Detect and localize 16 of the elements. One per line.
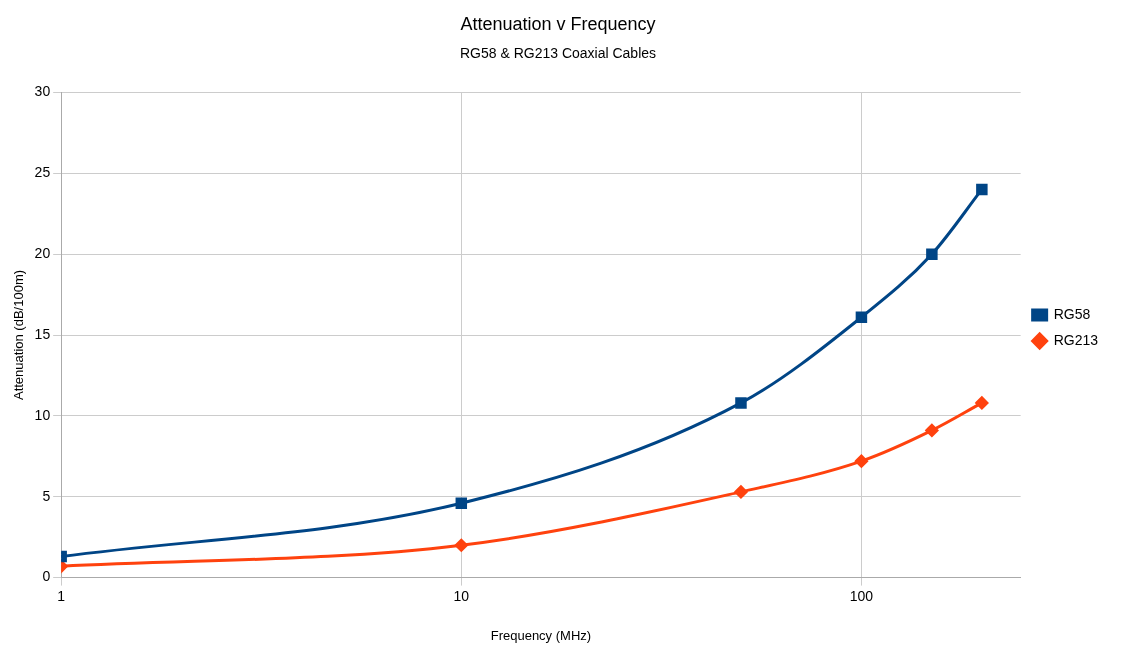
y-tick-label: 5 xyxy=(42,487,51,504)
x-tick-label: 100 xyxy=(849,587,874,604)
x-tick-label: 1 xyxy=(57,587,66,604)
y-tick-label: 15 xyxy=(34,325,51,342)
x-tick-label: 10 xyxy=(453,587,470,604)
y-tick-label: 30 xyxy=(34,83,51,100)
y-tick-label: 20 xyxy=(34,244,51,261)
x-axis-title: Frequency (MHz) xyxy=(490,627,592,643)
y-tick-label: 0 xyxy=(42,568,51,585)
y-tick-label: 25 xyxy=(34,164,51,181)
chart-title: Attenuation v Frequency xyxy=(460,13,656,34)
chart-subtitle: RG58 & RG213 Coaxial Cables xyxy=(459,44,657,61)
legend-label: RG213 xyxy=(1053,331,1099,348)
y-axis-title: Attenuation (dB/100m) xyxy=(11,269,27,401)
legend-label: RG58 xyxy=(1053,305,1091,322)
y-tick-label: 10 xyxy=(34,406,51,423)
